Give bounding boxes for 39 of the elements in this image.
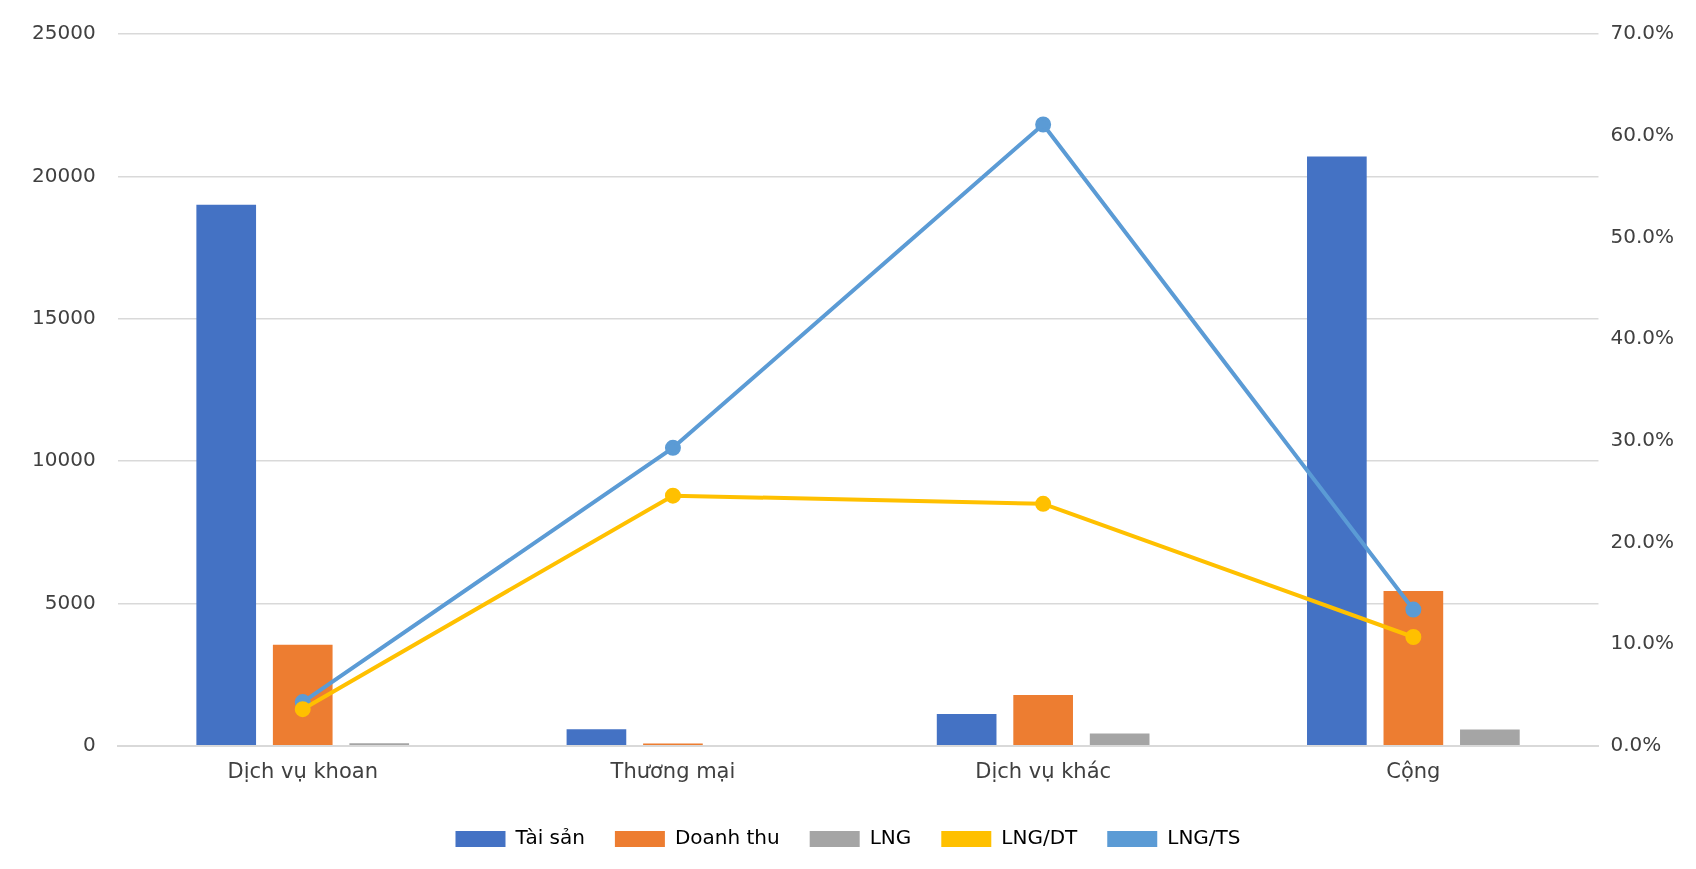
y-tick-label: 25000 <box>32 20 96 45</box>
y-tick-label: 0 <box>82 732 96 756</box>
point <box>1035 495 1052 512</box>
y2-tick-label: 50.0% <box>1610 223 1675 248</box>
bar <box>272 644 333 746</box>
y2-tick-label: 20.0% <box>1610 528 1675 553</box>
point <box>664 487 681 504</box>
x-tick-label: Dịch vụ khoan <box>227 758 378 783</box>
x-tick-label: Cộng <box>1386 758 1441 783</box>
legend-label: LNG <box>869 825 912 850</box>
y2-tick-label: 60.0% <box>1610 121 1675 146</box>
bar <box>936 713 997 746</box>
y2-tick-label: 10.0% <box>1610 630 1675 655</box>
bar <box>1307 156 1367 746</box>
point <box>294 701 311 718</box>
y-tick-label: 20000 <box>32 162 96 187</box>
y2-tick-label: 0.0% <box>1610 732 1662 756</box>
legend-label: LNG/DT <box>1001 825 1079 850</box>
y2-tick-label: 30.0% <box>1610 426 1675 451</box>
x-tick-label: Thương mại <box>609 758 736 783</box>
legend-label: Doanh thu <box>674 825 780 850</box>
x-tick-label: Dịch vụ khác <box>975 758 1112 783</box>
y2-tick-label: 70.0% <box>1610 20 1675 45</box>
point <box>664 439 681 456</box>
legend-label: Tài sản <box>514 825 585 850</box>
legend-label: LNG/TS <box>1167 825 1241 850</box>
point <box>1405 601 1422 618</box>
bar <box>1460 729 1520 746</box>
y-tick-label: 15000 <box>32 304 96 329</box>
bar <box>1013 695 1073 746</box>
y2-tick-label: 40.0% <box>1610 325 1675 350</box>
bar <box>1383 590 1444 746</box>
point <box>1035 116 1052 133</box>
bar <box>566 729 627 746</box>
bar <box>1089 733 1150 746</box>
y-tick-label: 5000 <box>44 589 96 614</box>
y-tick-label: 10000 <box>32 447 96 472</box>
point <box>1405 629 1422 645</box>
bar <box>196 204 257 746</box>
